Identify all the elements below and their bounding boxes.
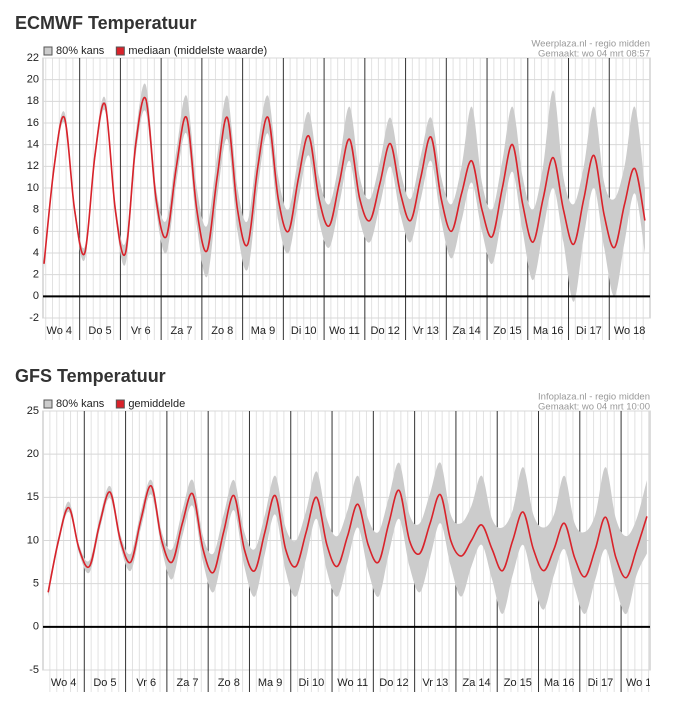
x-tick-label: Vr 6: [131, 325, 151, 337]
legend-swatch: [43, 399, 53, 409]
x-tick-label: Zo 15: [493, 325, 521, 337]
x-tick-label: Zo 8: [211, 325, 233, 337]
y-tick-label: 20: [27, 74, 39, 86]
x-tick-label: Do 5: [88, 325, 111, 337]
y-tick-label: 20: [27, 448, 39, 460]
x-tick-label: Di 17: [588, 677, 614, 689]
chart-title: GFS Temperatuur: [15, 366, 166, 386]
legend-label: gemiddelde: [128, 398, 185, 410]
created: Gemaakt: wo 04 mrt 10:00: [538, 402, 650, 413]
x-tick-label: Za 7: [171, 325, 193, 337]
created: Gemaakt: wo 04 mrt 08:57: [538, 49, 650, 60]
x-tick-label: Wo 11: [337, 677, 368, 689]
x-tick-label: Ma 9: [258, 677, 282, 689]
x-tick-label: Wo 11: [329, 325, 360, 337]
x-tick-label: Do 12: [371, 325, 400, 337]
x-tick-label: Wo 18: [614, 325, 646, 337]
y-tick-label: 12: [27, 160, 39, 172]
chart: ECMWF Temperatuur Weerplaza.nl - regio mi…: [15, 13, 651, 340]
y-tick-label: 5: [33, 578, 39, 590]
x-tick-label: Wo 4: [47, 325, 72, 337]
x-tick-label: Zo 15: [504, 677, 532, 689]
band-area: [44, 83, 645, 302]
legend-label: mediaan (middelste waarde): [128, 45, 267, 57]
legend-swatch: [115, 399, 125, 409]
y-tick-label: 22: [27, 52, 39, 64]
x-tick-label: Vr 6: [136, 677, 156, 689]
x-tick-label: Di 17: [576, 325, 602, 337]
y-tick-label: 15: [27, 491, 39, 503]
y-tick-label: 16: [27, 117, 39, 129]
legend-label: 80% kans: [56, 45, 105, 57]
plot-series: [43, 83, 646, 302]
x-tick-label: Wo 18: [626, 677, 658, 689]
x-tick-label: Wo 4: [51, 677, 76, 689]
x-tick-label: Di 10: [291, 325, 317, 337]
source: Weerplaza.nl - regio midden: [531, 39, 650, 50]
x-tick-label: Za 14: [463, 677, 491, 689]
x-tick-label: Ma 16: [533, 325, 564, 337]
x-tick-label: Ma 16: [544, 677, 575, 689]
y-tick-label: 10: [27, 534, 39, 546]
legend-swatch: [43, 46, 53, 56]
x-tick-label: Do 12: [379, 677, 408, 689]
x-tick-label: Vr 13: [422, 677, 448, 689]
y-tick-label: 0: [33, 290, 39, 302]
y-tick-label: 10: [27, 182, 39, 194]
y-tick-label: 14: [27, 139, 39, 151]
y-tick-label: 4: [33, 247, 39, 259]
y-tick-label: -5: [29, 664, 39, 676]
x-tick-label: Ma 9: [251, 325, 275, 337]
x-tick-label: Vr 13: [413, 325, 439, 337]
y-tick-label: 25: [27, 405, 39, 417]
median-line: [43, 96, 646, 264]
legend-swatch: [115, 46, 125, 56]
y-tick-label: -2: [29, 312, 39, 324]
x-tick-label: Zo 8: [218, 677, 240, 689]
legend-label: 80% kans: [56, 398, 105, 410]
x-tick-label: Za 7: [177, 677, 199, 689]
y-tick-label: 18: [27, 95, 39, 107]
y-tick-label: 0: [33, 621, 39, 633]
chart-title: ECMWF Temperatuur: [15, 13, 197, 33]
y-tick-label: 8: [33, 204, 39, 216]
y-tick-label: 6: [33, 225, 39, 237]
plot-series: [47, 462, 648, 615]
x-tick-label: Za 14: [453, 325, 481, 337]
median-line: [47, 485, 648, 593]
y-tick-label: 2: [33, 269, 39, 281]
chart: GFS Temperatuur Infoplaza.nl - regio midd…: [15, 366, 658, 692]
source: Infoplaza.nl - regio midden: [538, 392, 650, 403]
x-tick-label: Di 10: [299, 677, 325, 689]
x-tick-label: Do 5: [93, 677, 116, 689]
